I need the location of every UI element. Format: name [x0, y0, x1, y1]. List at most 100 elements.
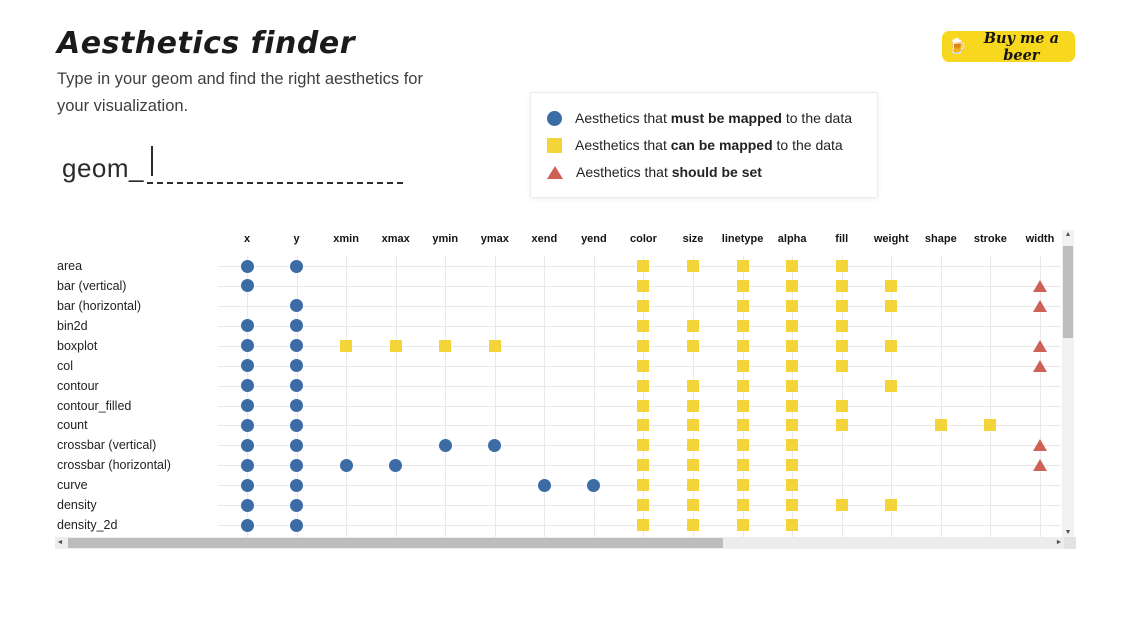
marker-can: [736, 319, 749, 332]
marker-can: [885, 499, 898, 512]
text-caret: [151, 146, 153, 176]
column-header-width: width: [1025, 233, 1055, 245]
marker-can: [736, 499, 749, 512]
column-header-xmax: xmax: [381, 233, 410, 245]
marker-can: [786, 419, 799, 432]
marker-can: [736, 519, 749, 532]
column-header-y: y: [293, 233, 300, 245]
horizontal-scrollbar-thumb[interactable]: [68, 538, 723, 548]
marker-can: [736, 339, 749, 352]
marker-must: [240, 319, 254, 333]
marker-can: [835, 359, 848, 372]
marker-can: [687, 499, 700, 512]
marker-must: [240, 259, 254, 273]
marker-must: [537, 478, 551, 492]
row-label-bar-vertical-: bar (vertical): [57, 278, 127, 293]
marker-can: [637, 279, 650, 292]
marker-must: [290, 339, 304, 353]
legend-text: Aesthetics that must be mapped to the da…: [575, 110, 853, 126]
vertical-scrollbar[interactable]: ▲ ▼: [1062, 230, 1074, 538]
grid-column-line: [593, 256, 595, 538]
marker-set: [1032, 279, 1047, 292]
column-header-x: x: [243, 233, 251, 245]
row-label-area: area: [57, 259, 83, 273]
square-icon: [547, 137, 562, 153]
grid-column-line: [990, 256, 992, 538]
grid-column-line: [792, 256, 794, 538]
marker-can: [736, 479, 749, 492]
scroll-down-icon[interactable]: ▼: [1064, 529, 1072, 536]
marker-can: [687, 379, 700, 392]
marker-can: [389, 339, 402, 352]
row-label-density: density: [57, 498, 97, 513]
grid-column-line: [544, 256, 546, 538]
marker-can: [835, 319, 848, 332]
scroll-up-icon[interactable]: ▲: [1064, 231, 1072, 238]
marker-must: [240, 418, 254, 432]
marker-can: [835, 339, 848, 352]
marker-can: [786, 499, 799, 512]
scroll-right-icon[interactable]: ►: [1055, 539, 1063, 546]
marker-must: [240, 518, 254, 532]
legend-item-can: Aesthetics that can be mapped to the dat…: [547, 137, 877, 153]
marker-can: [687, 339, 700, 352]
vertical-scrollbar-thumb[interactable]: [1063, 246, 1073, 338]
grid-column-line: [346, 256, 348, 538]
marker-can: [736, 279, 749, 292]
marker-must: [290, 399, 304, 412]
geom-prefix-label: geom_: [62, 153, 144, 183]
marker-must: [438, 438, 452, 452]
marker-can: [885, 339, 898, 352]
marker-can: [637, 260, 650, 272]
row-label-density-2d: density_2d: [57, 518, 118, 533]
marker-must: [240, 379, 254, 393]
horizontal-scrollbar[interactable]: ◄ ►: [55, 537, 1064, 549]
grid-column-line: [296, 256, 298, 538]
marker-can: [687, 439, 700, 452]
marker-can: [637, 359, 650, 372]
marker-can: [637, 299, 650, 312]
marker-must: [290, 319, 304, 333]
marker-set: [1032, 439, 1047, 452]
marker-can: [736, 399, 749, 412]
buy-me-a-beer-button[interactable]: 🍺 Buy me a beer: [942, 30, 1075, 64]
marker-can: [786, 519, 799, 532]
grid-column-line: [693, 256, 695, 538]
column-header-alpha: alpha: [777, 233, 807, 245]
marker-must: [339, 458, 353, 472]
marker-can: [736, 379, 749, 392]
geom-input[interactable]: [147, 148, 403, 184]
column-header-shape: shape: [924, 233, 957, 245]
marker-must: [240, 438, 254, 452]
marker-can: [687, 459, 700, 472]
marker-can: [637, 419, 650, 432]
marker-can: [835, 279, 848, 292]
marker-must: [290, 518, 304, 532]
marker-can: [786, 299, 799, 312]
marker-can: [786, 459, 799, 472]
column-header-size: size: [682, 233, 704, 245]
legend-text: Aesthetics that can be mapped to the dat…: [575, 137, 843, 153]
marker-can: [736, 419, 749, 432]
marker-can: [687, 519, 700, 532]
marker-must: [290, 259, 304, 273]
marker-can: [687, 319, 700, 332]
row-label-crossbar-horizontal-: crossbar (horizontal): [57, 458, 171, 473]
marker-can: [687, 479, 700, 492]
marker-must: [587, 478, 601, 492]
marker-can: [786, 439, 799, 452]
scroll-left-icon[interactable]: ◄: [56, 539, 64, 546]
marker-must: [290, 359, 304, 373]
column-header-xend: xend: [531, 233, 558, 245]
marker-can: [885, 279, 898, 292]
marker-can: [439, 339, 452, 352]
marker-can: [736, 459, 749, 472]
grid-column-line: [247, 256, 248, 538]
marker-can: [885, 299, 898, 312]
marker-can: [736, 359, 749, 372]
marker-can: [786, 339, 799, 352]
column-header-color: color: [630, 233, 657, 245]
marker-can: [687, 260, 700, 272]
grid-column-line: [445, 256, 447, 538]
column-header-stroke: stroke: [973, 233, 1007, 245]
